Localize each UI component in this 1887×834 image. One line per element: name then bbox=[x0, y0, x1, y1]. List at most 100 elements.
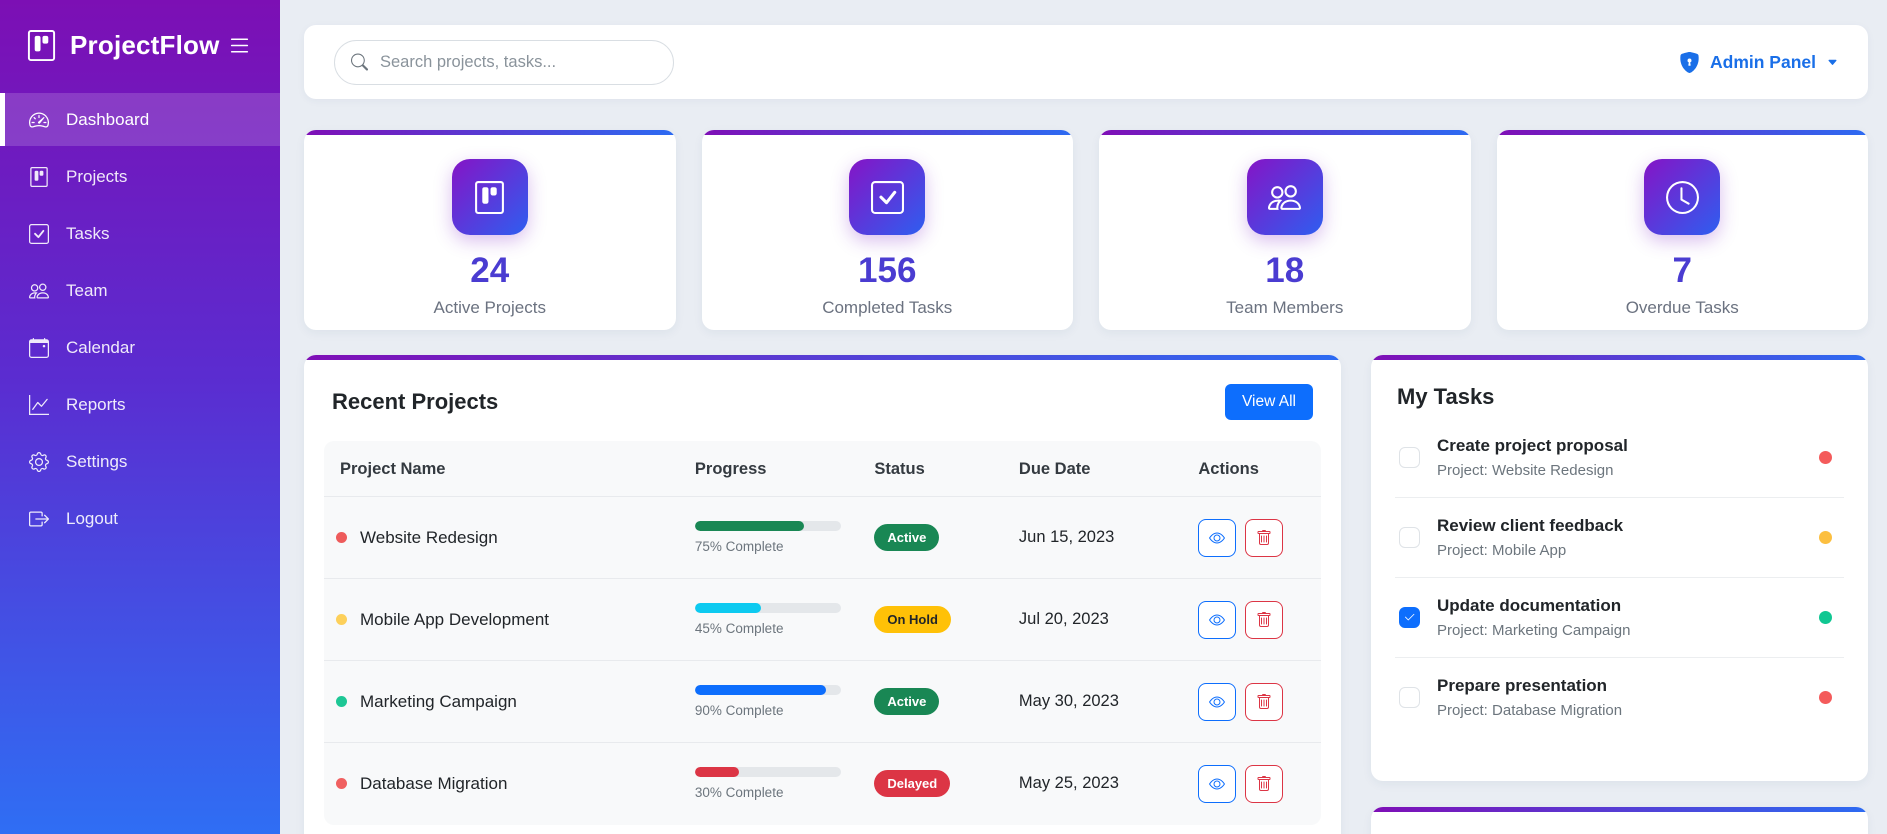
progress-label: 45% Complete bbox=[694, 621, 784, 636]
app-title: ProjectFlow bbox=[70, 30, 220, 60]
due-date: Jul 20, 2023 bbox=[1018, 610, 1109, 628]
sidebar-item-settings[interactable]: Settings bbox=[0, 435, 280, 488]
admin-panel-dropdown[interactable]: Admin Panel bbox=[1679, 51, 1838, 73]
delete-project-button[interactable] bbox=[1245, 682, 1284, 721]
sidebar-item-label: Logout bbox=[66, 508, 118, 528]
stat-value: 18 bbox=[1265, 251, 1305, 290]
stat-value: 24 bbox=[470, 251, 510, 290]
clock-icon bbox=[1644, 159, 1721, 235]
due-date: Jun 15, 2023 bbox=[1018, 528, 1115, 546]
search-input[interactable] bbox=[334, 39, 674, 85]
task-project: Project: Marketing Campaign bbox=[1437, 622, 1631, 639]
task-checkbox[interactable] bbox=[1399, 527, 1420, 548]
delete-project-button[interactable] bbox=[1245, 518, 1284, 557]
stat-card-active-projects: 24 Active Projects bbox=[304, 130, 676, 330]
trash-icon bbox=[1257, 775, 1271, 791]
table-row: Mobile App Development 45% Complete On H… bbox=[324, 578, 1321, 661]
check-icon bbox=[1405, 613, 1415, 621]
sidebar-item-tasks[interactable]: Tasks bbox=[0, 207, 280, 260]
progress-label: 30% Complete bbox=[694, 785, 784, 801]
project-name: Website Redesign bbox=[360, 527, 498, 547]
gear-icon bbox=[29, 451, 49, 472]
stat-label: Active Projects bbox=[433, 297, 546, 317]
status-badge: Delayed bbox=[874, 770, 951, 798]
task-checkbox[interactable] bbox=[1399, 447, 1420, 468]
content-row: Recent Projects View All Project Name Pr… bbox=[304, 355, 1868, 834]
people-icon bbox=[29, 281, 49, 301]
table-row: Marketing Campaign 90% Complete Active M… bbox=[324, 660, 1321, 743]
task-checkbox[interactable] bbox=[1399, 687, 1420, 708]
sidebar-item-logout[interactable]: Logout bbox=[0, 492, 280, 545]
brand: ProjectFlow bbox=[0, 0, 280, 89]
column-header-actions: Actions bbox=[1198, 460, 1259, 478]
column-header-status: Status bbox=[874, 460, 925, 478]
task-checkbox[interactable] bbox=[1399, 607, 1420, 628]
chevron-down-icon bbox=[1828, 59, 1837, 65]
stat-label: Team Members bbox=[1226, 297, 1344, 317]
eye-icon bbox=[1209, 614, 1226, 625]
hamburger-menu-icon[interactable] bbox=[225, 31, 254, 60]
sidebar-item-team[interactable]: Team bbox=[0, 264, 280, 317]
trash-icon bbox=[1257, 529, 1271, 545]
topbar: Admin Panel bbox=[304, 25, 1868, 99]
status-badge: On Hold bbox=[874, 606, 951, 633]
column-header-progress: Progress bbox=[694, 460, 767, 478]
task-project: Project: Mobile App bbox=[1437, 542, 1567, 559]
eye-icon bbox=[1209, 778, 1226, 790]
project-color-dot bbox=[336, 696, 347, 707]
view-project-button[interactable] bbox=[1198, 518, 1237, 557]
progress-label: 75% Complete bbox=[694, 539, 784, 554]
progress-bar bbox=[694, 521, 841, 531]
recent-projects-panel: Recent Projects View All Project Name Pr… bbox=[304, 355, 1341, 834]
sidebar-item-label: Settings bbox=[66, 451, 128, 471]
card-accent-bar bbox=[304, 355, 1341, 360]
task-title: Create project proposal bbox=[1437, 436, 1628, 455]
trash-icon bbox=[1257, 693, 1271, 709]
view-project-button[interactable] bbox=[1198, 682, 1237, 721]
card-accent-bar bbox=[1496, 130, 1868, 135]
task-title: Prepare presentation bbox=[1437, 676, 1608, 695]
column-header-due-date: Due Date bbox=[1018, 460, 1091, 478]
view-project-button[interactable] bbox=[1198, 600, 1237, 639]
due-date: May 30, 2023 bbox=[1018, 692, 1119, 710]
due-date: May 25, 2023 bbox=[1018, 774, 1119, 793]
stat-card-team-members: 18 Team Members bbox=[1099, 130, 1471, 330]
table-row: Database Migration 30% Complete Delayed … bbox=[324, 742, 1321, 825]
progress-bar bbox=[694, 685, 841, 695]
list-item: Review client feedback Project: Mobile A… bbox=[1395, 498, 1844, 578]
progress-label: 90% Complete bbox=[694, 703, 784, 718]
graph-icon bbox=[29, 394, 49, 415]
search-box bbox=[334, 39, 674, 85]
status-badge: Active bbox=[874, 524, 940, 551]
my-tasks-title: My Tasks bbox=[1397, 384, 1495, 409]
view-all-button[interactable]: View All bbox=[1225, 384, 1313, 420]
stats-row: 24 Active Projects 156 Completed Tasks 1… bbox=[304, 130, 1868, 330]
trash-icon bbox=[1257, 611, 1271, 627]
sidebar-item-label: Projects bbox=[66, 166, 128, 186]
stat-value: 156 bbox=[858, 251, 917, 290]
sidebar-item-calendar[interactable]: Calendar bbox=[0, 321, 280, 374]
partial-card-bottom bbox=[1371, 807, 1868, 834]
progress-bar bbox=[694, 603, 841, 613]
kanban-logo-icon bbox=[26, 30, 57, 61]
admin-panel-label: Admin Panel bbox=[1710, 51, 1816, 72]
check-square-icon bbox=[849, 159, 926, 235]
sidebar-item-projects[interactable]: Projects bbox=[0, 150, 280, 203]
stat-label: Completed Tasks bbox=[822, 297, 953, 317]
priority-dot bbox=[1819, 531, 1832, 544]
list-item: Create project proposal Project: Website… bbox=[1395, 418, 1844, 498]
task-project: Project: Website Redesign bbox=[1437, 462, 1614, 479]
sidebar-item-label: Team bbox=[66, 280, 108, 300]
delete-project-button[interactable] bbox=[1245, 600, 1284, 639]
task-title: Update documentation bbox=[1437, 596, 1622, 615]
projects-table: Project Name Progress Status Due Date Ac… bbox=[324, 441, 1321, 825]
sidebar-item-dashboard[interactable]: Dashboard bbox=[0, 93, 280, 146]
delete-project-button[interactable] bbox=[1245, 764, 1284, 803]
status-badge: Active bbox=[874, 688, 940, 715]
calendar-icon bbox=[29, 337, 49, 358]
search-icon bbox=[351, 53, 368, 71]
view-project-button[interactable] bbox=[1198, 764, 1237, 803]
sidebar-item-reports[interactable]: Reports bbox=[0, 378, 280, 431]
sidebar-item-label: Dashboard bbox=[66, 109, 150, 129]
project-color-dot bbox=[336, 778, 347, 790]
